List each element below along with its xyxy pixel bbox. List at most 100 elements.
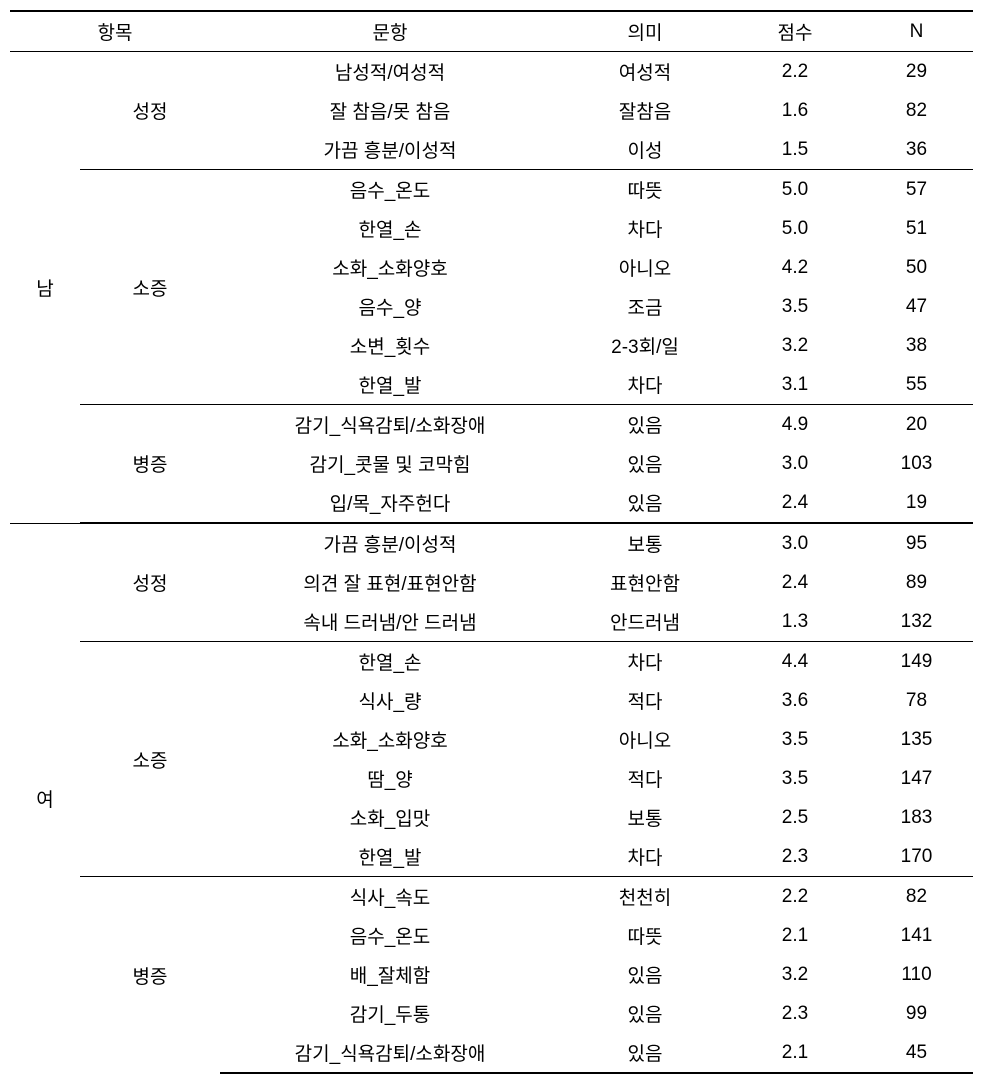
- table-row: 소증한열_손차다4.4149: [10, 642, 973, 682]
- score-cell: 2.4: [730, 563, 860, 602]
- score-cell: 1.5: [730, 130, 860, 170]
- meaning-cell: 천천히: [560, 877, 730, 917]
- score-cell: 4.9: [730, 405, 860, 445]
- score-cell: 3.5: [730, 759, 860, 798]
- score-cell: 2.5: [730, 798, 860, 837]
- item-cell: 의견 잘 표현/표현안함: [220, 563, 560, 602]
- category-cell: 성정: [80, 523, 220, 642]
- score-cell: 3.0: [730, 444, 860, 483]
- meaning-cell: 안드러냄: [560, 602, 730, 642]
- meaning-cell: 2-3회/일: [560, 326, 730, 365]
- meaning-cell: 있음: [560, 955, 730, 994]
- table-row: 병증식사_속도천천히2.282: [10, 877, 973, 917]
- table-row: 병증감기_식욕감퇴/소화장애있음4.920: [10, 405, 973, 445]
- meaning-cell: 보통: [560, 523, 730, 563]
- meaning-cell: 아니오: [560, 720, 730, 759]
- n-cell: 38: [860, 326, 973, 365]
- item-cell: 잘 참음/못 참음: [220, 91, 560, 130]
- item-cell: 식사_속도: [220, 877, 560, 917]
- score-cell: 1.3: [730, 602, 860, 642]
- n-cell: 99: [860, 994, 973, 1033]
- item-cell: 감기_두통: [220, 994, 560, 1033]
- category-cell: 소증: [80, 642, 220, 877]
- n-cell: 141: [860, 916, 973, 955]
- meaning-cell: 차다: [560, 209, 730, 248]
- score-cell: 3.2: [730, 326, 860, 365]
- n-cell: 36: [860, 130, 973, 170]
- score-cell: 3.0: [730, 523, 860, 563]
- score-cell: 4.4: [730, 642, 860, 682]
- table-body: 남성정남성적/여성적여성적2.229잘 참음/못 참음잘참음1.682가끔 흥분…: [10, 52, 973, 1074]
- meaning-cell: 아니오: [560, 248, 730, 287]
- item-cell: 남성적/여성적: [220, 52, 560, 92]
- gender-cell: 여: [10, 523, 80, 1073]
- n-cell: 147: [860, 759, 973, 798]
- item-cell: 감기_식욕감퇴/소화장애: [220, 405, 560, 445]
- table-header-row: 항목 문항 의미 점수 N: [10, 11, 973, 52]
- score-cell: 2.2: [730, 52, 860, 92]
- table-row: 남성정남성적/여성적여성적2.229: [10, 52, 973, 92]
- item-cell: 한열_발: [220, 365, 560, 405]
- item-cell: 음수_온도: [220, 916, 560, 955]
- item-cell: 한열_손: [220, 642, 560, 682]
- item-cell: 소변_횟수: [220, 326, 560, 365]
- n-cell: 47: [860, 287, 973, 326]
- meaning-cell: 차다: [560, 365, 730, 405]
- n-cell: 51: [860, 209, 973, 248]
- header-n: N: [860, 11, 973, 52]
- category-cell: 소증: [80, 170, 220, 405]
- item-cell: 감기_콧물 및 코막힘: [220, 444, 560, 483]
- n-cell: 89: [860, 563, 973, 602]
- score-cell: 2.1: [730, 916, 860, 955]
- score-cell: 4.2: [730, 248, 860, 287]
- meaning-cell: 여성적: [560, 52, 730, 92]
- score-cell: 2.1: [730, 1033, 860, 1073]
- meaning-cell: 차다: [560, 642, 730, 682]
- n-cell: 50: [860, 248, 973, 287]
- n-cell: 132: [860, 602, 973, 642]
- meaning-cell: 있음: [560, 1033, 730, 1073]
- item-cell: 입/목_자주헌다: [220, 483, 560, 523]
- item-cell: 한열_손: [220, 209, 560, 248]
- n-cell: 55: [860, 365, 973, 405]
- item-cell: 소화_소화양호: [220, 248, 560, 287]
- score-cell: 3.1: [730, 365, 860, 405]
- gender-cell: 남: [10, 52, 80, 524]
- meaning-cell: 있음: [560, 444, 730, 483]
- category-cell: 병증: [80, 405, 220, 524]
- meaning-cell: 적다: [560, 681, 730, 720]
- n-cell: 110: [860, 955, 973, 994]
- meaning-cell: 보통: [560, 798, 730, 837]
- table-row: 소증음수_온도따뜻5.057: [10, 170, 973, 210]
- meaning-cell: 조금: [560, 287, 730, 326]
- n-cell: 183: [860, 798, 973, 837]
- item-cell: 땀_양: [220, 759, 560, 798]
- item-cell: 가끔 흥분/이성적: [220, 523, 560, 563]
- n-cell: 29: [860, 52, 973, 92]
- score-cell: 1.6: [730, 91, 860, 130]
- score-cell: 5.0: [730, 170, 860, 210]
- n-cell: 45: [860, 1033, 973, 1073]
- item-cell: 식사_량: [220, 681, 560, 720]
- score-cell: 3.2: [730, 955, 860, 994]
- item-cell: 한열_발: [220, 837, 560, 877]
- category-cell: 병증: [80, 877, 220, 1074]
- n-cell: 20: [860, 405, 973, 445]
- meaning-cell: 차다: [560, 837, 730, 877]
- item-cell: 음수_온도: [220, 170, 560, 210]
- item-cell: 소화_입맛: [220, 798, 560, 837]
- item-cell: 소화_소화양호: [220, 720, 560, 759]
- meaning-cell: 따뜻: [560, 170, 730, 210]
- item-cell: 배_잘체함: [220, 955, 560, 994]
- category-cell: 성정: [80, 52, 220, 170]
- score-cell: 2.4: [730, 483, 860, 523]
- n-cell: 82: [860, 91, 973, 130]
- item-cell: 음수_양: [220, 287, 560, 326]
- score-cell: 2.3: [730, 994, 860, 1033]
- meaning-cell: 있음: [560, 994, 730, 1033]
- n-cell: 57: [860, 170, 973, 210]
- meaning-cell: 표현안함: [560, 563, 730, 602]
- n-cell: 170: [860, 837, 973, 877]
- meaning-cell: 잘참음: [560, 91, 730, 130]
- n-cell: 103: [860, 444, 973, 483]
